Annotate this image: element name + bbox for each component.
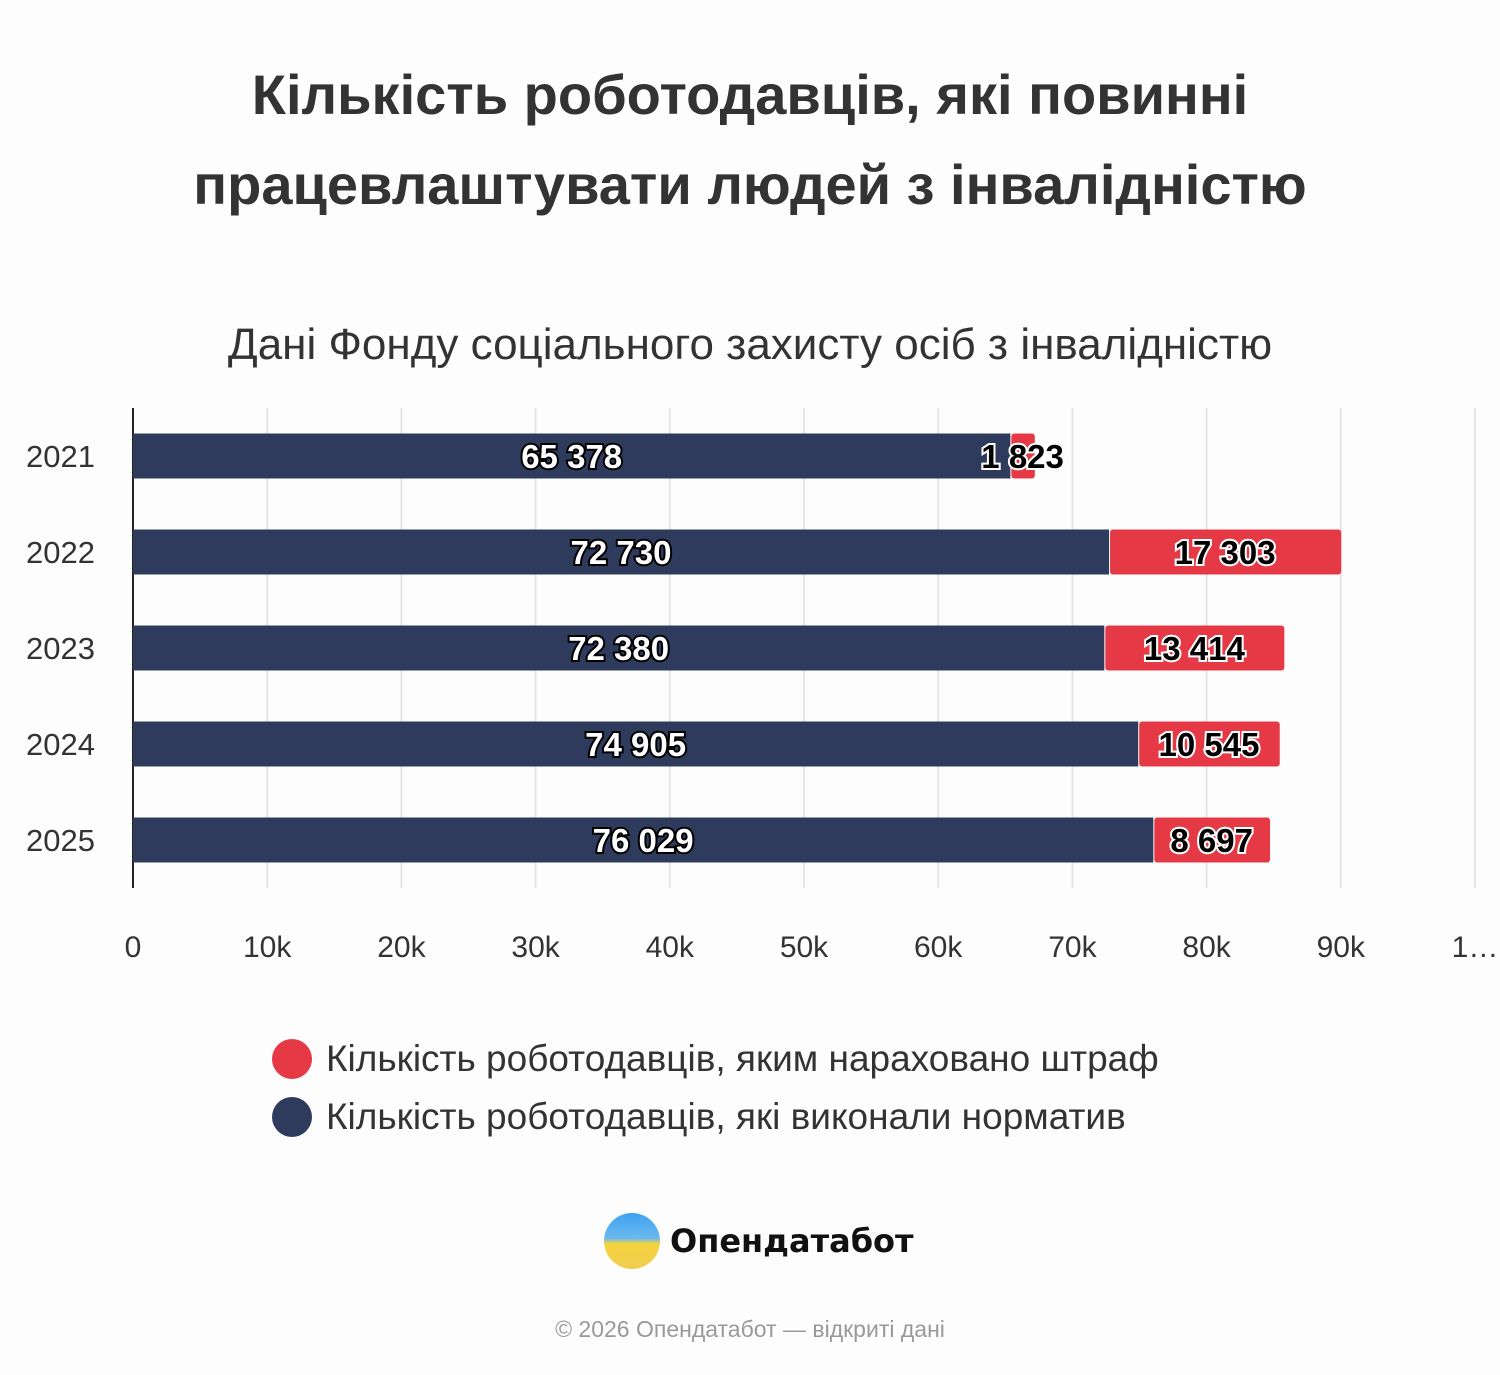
y-tick-label: 2022: [26, 535, 95, 570]
bar-fine: [1139, 721, 1280, 767]
data-label: 1 823: [981, 438, 1064, 475]
data-label: 76 029: [593, 822, 694, 859]
x-tick-label: 90k: [1317, 931, 1366, 964]
bar-compliant: [133, 529, 1110, 575]
bar-fine: [1110, 529, 1342, 575]
bar-compliant: [133, 817, 1154, 863]
x-tick-label: 1…: [1452, 931, 1499, 964]
y-tick-label: 2023: [26, 631, 95, 666]
legend-label: Кількість роботодавців, яким нараховано …: [326, 1038, 1159, 1079]
x-tick-label: 80k: [1182, 931, 1231, 964]
data-label: 65 378: [521, 438, 622, 475]
bar-fine: [1154, 817, 1271, 863]
logo-text: Опендатабот: [670, 1222, 914, 1260]
data-label: 13 414: [1144, 630, 1246, 667]
logo-icon: [604, 1213, 660, 1269]
bar-compliant: [133, 625, 1105, 671]
x-tick-label: 40k: [646, 931, 695, 964]
chart-subtitle: Дані Фонду соціального захисту осіб з ін…: [227, 320, 1273, 369]
x-tick-label: 30k: [511, 931, 560, 964]
x-tick-label: 60k: [914, 931, 963, 964]
legend-dot-compliant: [272, 1097, 312, 1137]
x-tick-label: 10k: [243, 931, 292, 964]
x-tick-label: 0: [125, 931, 142, 964]
bar-compliant: [133, 721, 1139, 767]
legend-dot-fine: [272, 1039, 312, 1079]
bar-fine: [1105, 625, 1285, 671]
legend-item-fine[interactable]: Кількість роботодавців, яким нараховано …: [272, 1030, 1159, 1088]
y-tick-label: 2024: [26, 727, 95, 762]
logo: Опендатабот: [604, 1213, 914, 1269]
x-tick-label: 50k: [780, 931, 829, 964]
y-tick-label: 2021: [26, 439, 95, 474]
bar-chart: 0 10k 20k 30k 40k 50k 60k 70k 80k 90k 1… 2021 65 378…: [26, 408, 1499, 964]
legend-item-compliant[interactable]: Кількість роботодавців, які виконали нор…: [272, 1088, 1159, 1146]
data-label: 10 545: [1159, 726, 1260, 763]
x-tick-label: 20k: [377, 931, 426, 964]
chart-title: Кількість роботодавців, які повинні прац…: [193, 63, 1307, 216]
x-tick-label: 70k: [1048, 931, 1097, 964]
legend-label: Кількість роботодавців, які виконали нор…: [326, 1096, 1126, 1137]
legend: Кількість роботодавців, яким нараховано …: [272, 1030, 1159, 1146]
data-label: 8 697: [1170, 822, 1253, 859]
data-label: 17 303: [1175, 534, 1276, 571]
footer: © 2026 Опендатабот — відкриті дані: [555, 1316, 945, 1342]
data-label: 72 380: [568, 630, 669, 667]
data-label: 72 730: [571, 534, 672, 571]
bar-fine: [1011, 433, 1035, 479]
bar-compliant: [133, 433, 1011, 479]
y-tick-label: 2025: [26, 823, 95, 858]
data-label: 74 905: [585, 726, 686, 763]
